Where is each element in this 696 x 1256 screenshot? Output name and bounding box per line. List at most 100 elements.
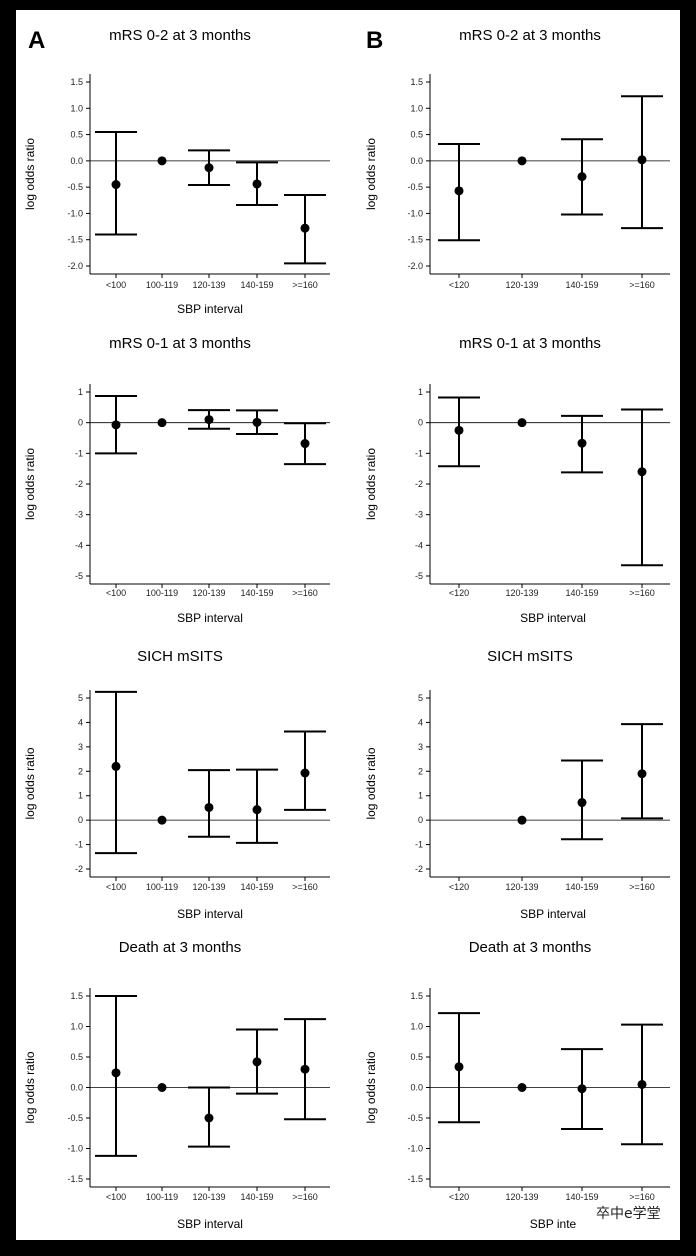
chart-2-xtick-label: 140-159: [565, 280, 598, 290]
chart-4-xlabel: SBP interval: [520, 611, 586, 625]
chart-3-title: mRS 0-1 at 3 months: [109, 335, 251, 352]
chart-3-ytick-label: 1: [78, 387, 83, 397]
chart-2-point: [577, 172, 587, 182]
chart-2-ytick-label: -1.5: [407, 235, 423, 245]
chart-1-point: [252, 179, 262, 189]
chart-8-ytick-label: -0.5: [407, 1113, 423, 1123]
chart-7-xtick-label: 140-159: [240, 1192, 273, 1202]
chart-2-ylabel: log odds ratio: [364, 138, 378, 210]
chart-2-point: [454, 186, 464, 196]
watermark-text: 卒中e学堂: [596, 1206, 661, 1222]
chart-8-ylabel: log odds ratio: [364, 1051, 378, 1123]
chart-5-ylabel: log odds ratio: [23, 747, 37, 819]
chart-5-xtick-label: >=160: [292, 882, 318, 892]
chart-6-ytick-label: 3: [418, 742, 423, 752]
chart-6-ytick-label: 5: [418, 693, 423, 703]
chart-5-ytick-label: 4: [78, 717, 83, 727]
chart-8-ytick-label: -1.5: [407, 1174, 423, 1184]
chart-6-xtick-label: >=160: [629, 882, 655, 892]
chart-7-xlabel: SBP interval: [177, 1217, 243, 1231]
chart-5-ytick-label: 2: [78, 766, 83, 776]
chart-8-point: [637, 1079, 647, 1089]
chart-5-point: [204, 802, 214, 812]
chart-1-ytick-label: -0.5: [67, 182, 83, 192]
chart-6-ytick-label: -2: [415, 864, 423, 874]
chart-7-ylabel: log odds ratio: [23, 1051, 37, 1123]
chart-7-ytick-label: 0.5: [70, 1052, 83, 1062]
chart-7-xtick-label: <100: [106, 1192, 126, 1202]
chart-4-xtick-label: >=160: [629, 588, 655, 598]
chart-6-xtick-label: 120-139: [505, 882, 538, 892]
chart-6-point: [577, 798, 587, 808]
chart-8-point: [517, 1083, 527, 1092]
chart-1-xtick-label: <100: [106, 280, 126, 290]
chart-1-ytick-label: -1.5: [67, 235, 83, 245]
chart-3-ytick-label: -1: [75, 448, 83, 458]
chart-8-ytick-label: 1.0: [410, 1022, 423, 1032]
chart-7-point: [300, 1064, 310, 1074]
chart-5-xlabel: SBP interval: [177, 907, 243, 921]
chart-4-ytick-label: -5: [415, 571, 423, 581]
chart-1-point: [204, 163, 214, 173]
chart-8-xtick-label: 140-159: [565, 1192, 598, 1202]
chart-4-ylabel: log odds ratio: [364, 448, 378, 520]
chart-2-ytick-label: -2.0: [407, 261, 423, 271]
chart-8-ytick-label: 0.5: [410, 1052, 423, 1062]
panel-label-a: A: [28, 27, 45, 54]
chart-2-point: [637, 155, 647, 165]
chart-7-ytick-label: -1.0: [67, 1144, 83, 1154]
chart-2-ytick-label: -0.5: [407, 182, 423, 192]
chart-5-point: [111, 761, 121, 771]
chart-5-point: [157, 815, 167, 825]
chart-3-xtick-label: 100-119: [146, 588, 178, 598]
chart-3-ylabel: log odds ratio: [23, 448, 37, 520]
chart-1-xtick-label: >=160: [292, 280, 318, 290]
chart-7-xtick-label: >=160: [292, 1192, 318, 1202]
chart-1-point: [157, 156, 167, 166]
chart-6-xtick-label: 140-159: [565, 882, 598, 892]
chart-5-title: SICH mSITS: [137, 648, 223, 665]
chart-1-point: [111, 180, 121, 190]
chart-6-ylabel: log odds ratio: [364, 747, 378, 819]
chart-6-xtick-label: <120: [449, 882, 469, 892]
chart-1-title: mRS 0-2 at 3 months: [109, 27, 251, 44]
chart-6-point: [637, 769, 647, 779]
chart-3-xtick-label: >=160: [292, 588, 318, 598]
chart-4-ytick-label: -3: [415, 510, 423, 520]
chart-7-point: [252, 1057, 262, 1067]
chart-2-point: [517, 156, 527, 166]
chart-8-title: Death at 3 months: [469, 939, 592, 956]
chart-3-xtick-label: <100: [106, 588, 126, 598]
chart-8-point: [577, 1084, 587, 1094]
chart-5-ytick-label: 0: [78, 815, 83, 825]
chart-6-ytick-label: -1: [415, 840, 423, 850]
chart-3-ytick-label: -5: [75, 571, 83, 581]
chart-2-xtick-label: <120: [449, 280, 469, 290]
chart-1-xlabel: SBP interval: [177, 302, 243, 316]
chart-4-ytick-label: -4: [415, 540, 423, 550]
chart-5-ytick-label: 1: [78, 791, 83, 801]
chart-4-point: [637, 467, 647, 477]
chart-7-ytick-label: -0.5: [67, 1113, 83, 1123]
chart-1-ytick-label: 0.5: [70, 130, 83, 140]
chart-5-ytick-label: -2: [75, 864, 83, 874]
chart-7-ytick-label: 1.0: [70, 1022, 83, 1032]
chart-4-xtick-label: <120: [449, 588, 469, 598]
chart-2-title: mRS 0-2 at 3 months: [459, 27, 601, 44]
figure-svg: A B 卒中e学堂 mRS 0-2 at 3 months 1.5 1.0 0.5 0.0 -0…: [23, 27, 670, 1231]
chart-3-ytick-label: -4: [75, 540, 83, 550]
chart-1-ytick-label: 1.5: [70, 77, 83, 87]
chart-3-xtick-label: 140-159: [240, 588, 273, 598]
chart-4-title: mRS 0-1 at 3 months: [459, 335, 601, 352]
chart-6-title: SICH mSITS: [487, 648, 573, 665]
chart-4-xtick-label: 120-139: [505, 588, 538, 598]
chart-2-ytick-label: 0.5: [410, 130, 423, 140]
chart-8-xtick-label: 120-139: [505, 1192, 538, 1202]
chart-2-xtick-label: >=160: [629, 280, 655, 290]
chart-4-xtick-label: 140-159: [565, 588, 598, 598]
chart-8-xtick-label: <120: [449, 1192, 469, 1202]
chart-1-ytick-label: 1.0: [70, 103, 83, 113]
chart-1-ytick-label: -1.0: [67, 208, 83, 218]
chart-1-xtick-label: 140-159: [240, 280, 273, 290]
chart-1-ytick-label: 0.0: [70, 156, 83, 166]
